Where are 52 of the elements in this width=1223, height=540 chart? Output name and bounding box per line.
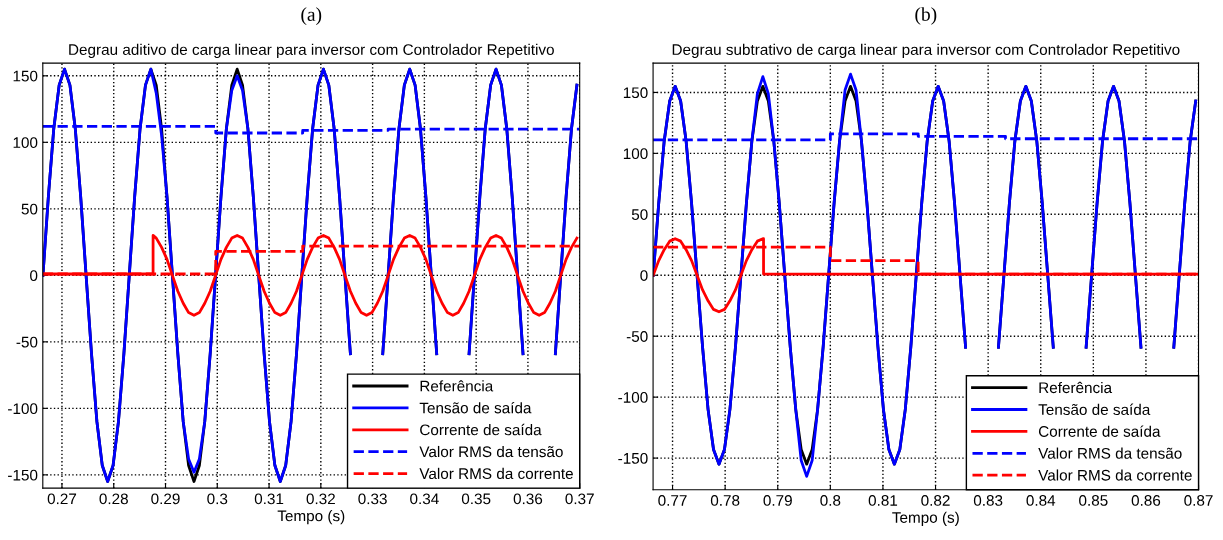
y-tick-label: 100	[623, 148, 648, 160]
legend-label: Referência	[420, 380, 494, 392]
x-tick-label: 0.29	[151, 493, 180, 505]
legend-label: Valor RMS da corrente	[1038, 469, 1192, 481]
x-tick-label: 0.8	[820, 495, 841, 506]
y-tick-label: 100	[13, 137, 38, 149]
x-tick-label: 0.36	[513, 493, 543, 505]
y-tick-label: -150	[8, 469, 38, 481]
y-tick-label: -100	[618, 392, 648, 403]
x-tick-label: 0.86	[1131, 495, 1161, 506]
text: (b)	[915, 7, 937, 25]
x-tick-label: 0.77	[658, 495, 687, 506]
y-tick-label: 0	[30, 270, 38, 282]
legend-label: Tensão de saída	[419, 401, 532, 414]
legend-label: Corrente de saída	[420, 423, 542, 436]
legend-label: Valor RMS da tensão	[419, 445, 563, 458]
legend-label: Tensão de saída	[1038, 403, 1151, 416]
y-tick-label: 0	[640, 270, 648, 281]
y-tick-label: 50	[631, 209, 648, 220]
y-tick-label: -50	[16, 336, 38, 348]
x-tick-label: 0.31	[254, 493, 284, 505]
legend-label: Referência	[1039, 381, 1113, 394]
x-axis-title: Tempo (s)	[277, 510, 345, 525]
x-tick-label: 0.37	[565, 493, 594, 505]
text: (a)	[301, 7, 322, 25]
x-tick-label: 0.82	[921, 495, 950, 506]
chart-title: Degrau aditivo de carga linear para inversor com Controlador Repetitivo	[69, 43, 554, 59]
x-tick-label: 0.83	[973, 495, 1003, 506]
x-tick-label: 0.28	[99, 493, 128, 505]
y-tick-label: 150	[623, 87, 648, 99]
y-tick-label: -50	[626, 331, 648, 342]
x-tick-label: 0.78	[710, 495, 740, 506]
x-tick-label: 0.79	[763, 495, 792, 506]
y-tick-label: 50	[21, 203, 38, 215]
x-tick-label: 0.3	[207, 493, 228, 505]
x-tick-label: 0.35	[461, 493, 491, 505]
x-tick-label: 0.33	[358, 493, 387, 505]
y-tick-label: -150	[618, 452, 648, 464]
legend-label: Valor RMS da corrente	[419, 467, 573, 480]
x-tick-label: 0.87	[1184, 495, 1213, 506]
x-tick-label: 0.32	[306, 493, 335, 505]
legend-label: Corrente de saída	[1038, 425, 1161, 437]
chart-title: Degrau subtrativo de carga linear para inversor com Controlador Repetitivo	[672, 43, 1180, 59]
y-tick-label: -100	[8, 403, 38, 415]
x-tick-label: 0.34	[410, 493, 439, 505]
y-tick-label: 150	[13, 70, 38, 82]
legend-label: Valor RMS da tensão	[1038, 447, 1182, 459]
x-tick-label: 0.27	[47, 493, 77, 505]
x-tick-label: 0.84	[1026, 495, 1056, 506]
x-tick-label: 0.81	[868, 495, 898, 506]
x-axis-title: Tempo (s)	[892, 511, 959, 526]
x-tick-label: 0.85	[1079, 495, 1108, 506]
